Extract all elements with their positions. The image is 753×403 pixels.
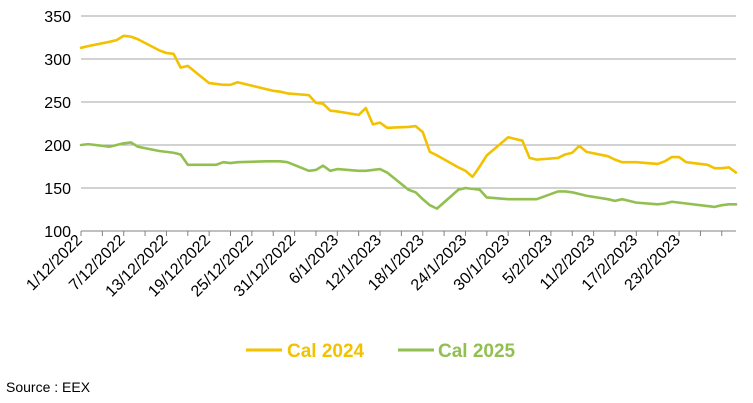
source-caption: Source : EEX [6,379,91,395]
y-tick-label: 250 [44,95,71,112]
legend-label-cal-2025: Cal 2025 [438,341,516,362]
series-lines [79,34,738,210]
gridlines [81,15,736,232]
axes: 1001502002503003501/12/20227/12/202213/1… [23,9,736,300]
legend-label-cal-2024: Cal 2024 [287,341,365,362]
series-line-cal-2024 [79,34,738,179]
y-tick-label: 350 [44,9,71,26]
series-line-cal-2025 [79,141,738,210]
y-tick-label: 150 [44,181,71,198]
y-tick-label: 100 [44,224,71,241]
legend: Cal 2024 Cal 2025 [246,341,516,362]
y-tick-label: 300 [44,52,71,69]
y-tick-label: 200 [44,138,71,155]
